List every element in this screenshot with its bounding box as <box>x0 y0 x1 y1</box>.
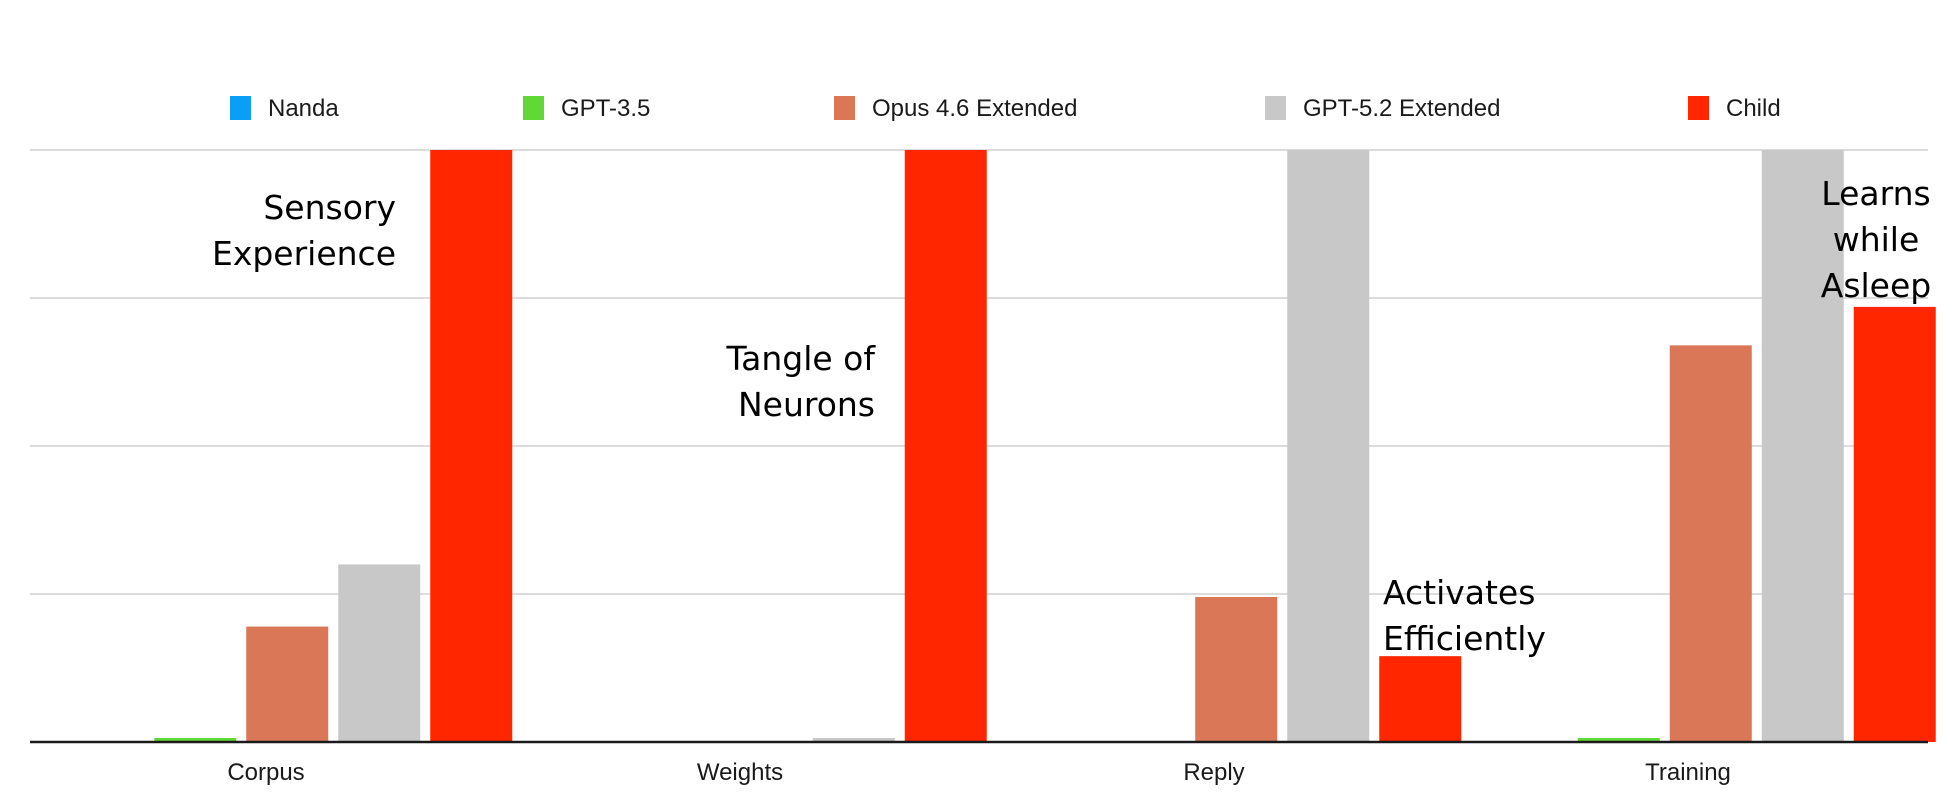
annotation-line: Sensory <box>263 188 396 227</box>
legend-swatch <box>1688 96 1709 120</box>
legend-label: Nanda <box>268 95 339 122</box>
annotation-line: Neurons <box>738 385 875 424</box>
x-axis-ticks: Corpus Weights Reply Training <box>227 759 1731 786</box>
annotation-line: Tangle of <box>725 339 876 378</box>
bar-opus-4-6-extended-reply <box>1195 596 1278 742</box>
legend-swatch <box>1265 96 1286 120</box>
annotations: Sensory Experience Tangle of Neurons Activat… <box>212 174 1931 658</box>
annotation-line: Activates <box>1383 573 1535 612</box>
legend-swatch <box>230 96 251 120</box>
bar-child-corpus <box>430 150 513 742</box>
annotation-line: Learns <box>1821 174 1930 213</box>
bar-child-weights <box>904 150 987 742</box>
bar-gpt-5-2-extended-training <box>1761 150 1844 742</box>
legend-label: Child <box>1726 95 1781 122</box>
bar-child-reply <box>1379 656 1462 742</box>
legend: Nanda GPT-3.5 Opus 4.6 Extended GPT-5.2 Ext… <box>230 95 1781 122</box>
annotation-corpus: Sensory Experience <box>212 188 396 273</box>
bar-opus-4-6-extended-training <box>1669 345 1752 742</box>
x-tick-label: Weights <box>697 759 783 786</box>
legend-label: GPT-5.2 Extended <box>1303 95 1500 122</box>
legend-item: Opus 4.6 Extended <box>834 95 1077 122</box>
annotation-weights: Tangle of Neurons <box>725 339 876 424</box>
annotation-line: Experience <box>212 234 396 273</box>
annotation-line: Asleep <box>1821 266 1932 305</box>
x-tick-label: Training <box>1645 759 1731 786</box>
legend-swatch <box>523 96 544 120</box>
annotation-training: Learns while Asleep <box>1821 174 1932 305</box>
legend-item: Nanda <box>230 95 339 122</box>
bar-opus-4-6-extended-corpus <box>246 626 329 742</box>
bars <box>154 150 1936 742</box>
legend-item: GPT-5.2 Extended <box>1265 95 1500 122</box>
bar-child-training <box>1853 306 1936 742</box>
legend-swatch <box>834 96 855 120</box>
x-tick-label: Corpus <box>227 759 304 786</box>
annotation-line: while <box>1833 220 1920 259</box>
legend-label: Opus 4.6 Extended <box>872 95 1077 122</box>
bar-gpt-3-5-corpus <box>154 738 237 742</box>
annotation-line: Efficiently <box>1383 619 1546 658</box>
legend-label: GPT-3.5 <box>561 95 650 122</box>
legend-item: GPT-3.5 <box>523 95 650 122</box>
bar-gpt-5-2-extended-reply <box>1287 150 1370 742</box>
bar-gpt-5-2-extended-corpus <box>338 564 421 742</box>
bar-gpt-3-5-training <box>1577 738 1660 742</box>
annotation-reply: Activates Efficiently <box>1383 573 1546 658</box>
legend-item: Child <box>1688 95 1781 122</box>
x-tick-label: Reply <box>1183 759 1244 786</box>
bar-gpt-5-2-extended-weights <box>812 738 895 742</box>
